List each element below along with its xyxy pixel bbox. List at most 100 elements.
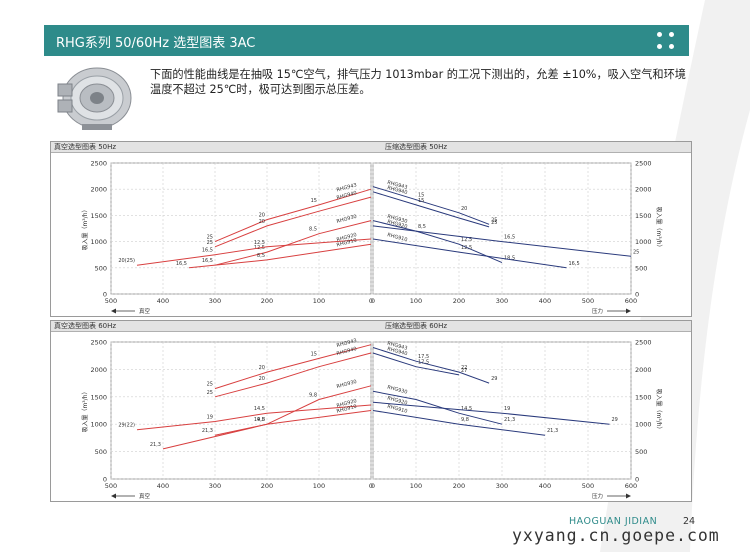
series-line-rhg910 <box>372 238 567 269</box>
data-label: 9,8 <box>461 417 469 423</box>
pressure-50hz-title: 压缩选型图表 50Hz <box>385 143 448 151</box>
series-label: RHG920 <box>386 219 408 230</box>
data-label: 25 <box>207 235 213 241</box>
x-tick-label: 0 <box>371 482 375 490</box>
data-label: 17,5 <box>418 354 429 360</box>
x-tick-label: 400 <box>539 482 551 490</box>
vacuum-50hz-title: 真空选型图表 50Hz <box>54 143 117 151</box>
x-tick-label: 200 <box>261 297 273 305</box>
series-line-rhg920 <box>136 404 372 431</box>
x-tick-label: 300 <box>496 482 508 490</box>
series-line-rhg930 <box>162 385 372 450</box>
series-label: RHG930 <box>336 379 358 390</box>
y-tick-label: 2500 <box>90 339 107 347</box>
y-tick-label: 2000 <box>90 186 107 194</box>
data-label: 27 <box>461 368 467 374</box>
data-label: 20 <box>259 219 265 225</box>
x-tick-label: 100 <box>410 482 422 490</box>
series-line-rhg930 <box>372 390 503 425</box>
x-tick-label: 300 <box>209 482 221 490</box>
x-tick-label: 300 <box>496 297 508 305</box>
data-label: 21,3 <box>202 428 213 434</box>
y-tick-label: 1500 <box>90 393 107 401</box>
series-label: RHG943 <box>386 341 408 352</box>
y-tick-label: 500 <box>635 264 647 272</box>
data-label: 12,5 <box>254 240 265 246</box>
data-label: 25 <box>207 382 213 388</box>
x-tick-label: 400 <box>157 482 169 490</box>
data-label: 12,5 <box>461 237 472 243</box>
series-label: RHG910 <box>336 404 358 415</box>
series-line-rhg920 <box>372 401 610 425</box>
chart-title-bar: 真空选型图表 50Hz 压缩选型图表 50Hz <box>51 142 691 153</box>
series-line-rhg940 <box>214 196 372 248</box>
data-label: 25 <box>491 220 497 226</box>
data-label: 25 <box>207 240 213 246</box>
x-tick-label: 400 <box>539 297 551 305</box>
x-direction-label: 真空 <box>139 307 151 315</box>
vacuum-60hz-title: 真空选型图表 60Hz <box>54 322 117 330</box>
data-label: 20 <box>259 365 265 371</box>
series-line-rhg940 <box>372 352 460 376</box>
data-label: 21,3 <box>547 428 558 434</box>
data-label: 17,5 <box>418 360 429 366</box>
data-label: 14,5 <box>254 417 265 423</box>
data-label: 15 <box>311 198 317 204</box>
data-label: 20(25) <box>118 258 135 264</box>
series-label: RHG910 <box>336 237 358 248</box>
watermark-url: yxyang.cn.goepe.com <box>512 526 720 545</box>
y-tick-label: 1500 <box>635 393 652 401</box>
data-label: 20 <box>461 206 467 212</box>
series-line-rhg943 <box>372 347 490 384</box>
x-tick-label: 500 <box>105 297 117 305</box>
data-label: 8,5 <box>418 224 426 230</box>
data-label: 8,5 <box>257 253 265 259</box>
page-number: 24 <box>683 516 696 527</box>
series-line-rhg943 <box>372 186 490 225</box>
x-tick-label: 200 <box>453 297 465 305</box>
ring-blower-icon <box>57 67 132 130</box>
data-label: 29(22) <box>118 423 135 429</box>
y-tick-label: 2000 <box>635 186 652 194</box>
y-tick-label: 0 <box>635 291 639 299</box>
series-line-rhg930 <box>372 220 503 264</box>
data-label: 15 <box>311 351 317 357</box>
data-label: 16,5 <box>569 261 580 267</box>
data-label: 14,5 <box>254 406 265 412</box>
data-label: 12,5 <box>461 245 472 251</box>
x-tick-label: 200 <box>261 482 273 490</box>
x-direction-arrowhead <box>111 308 116 314</box>
plot-frame <box>110 341 372 480</box>
page-title: RHG系列 50/60Hz 选型图表 3AC <box>56 36 256 51</box>
data-label: 9,8 <box>257 417 265 423</box>
x-tick-label: 0 <box>371 297 375 305</box>
y-tick-label: 0 <box>635 476 639 484</box>
y-tick-label: 1000 <box>90 238 107 246</box>
plot-frame <box>110 162 372 295</box>
y-tick-label: 500 <box>95 448 107 456</box>
x-direction-label: 真空 <box>139 492 151 500</box>
x-tick-label: 500 <box>582 297 594 305</box>
y-axis-label: 吸入量（m³/h） <box>82 206 89 250</box>
series-label: RHG930 <box>386 214 408 225</box>
y-tick-label: 2000 <box>635 366 652 374</box>
data-label: 16,5 <box>202 248 213 254</box>
y-tick-label: 0 <box>103 291 107 299</box>
series-line-rhg943 <box>214 344 372 390</box>
series-label: RHG943 <box>336 182 358 193</box>
series-line-rhg940 <box>372 191 490 228</box>
y-axis-label: 吸入量（m³/h） <box>82 388 89 432</box>
series-line-rhg920 <box>372 225 632 257</box>
series-label: RHG940 <box>386 185 408 196</box>
x-tick-label: 600 <box>625 297 637 305</box>
series-label: RHG940 <box>336 190 358 201</box>
chart-title-bar: 真空选型图表 60Hz 压缩选型图表 60Hz <box>51 321 691 332</box>
data-label: 19 <box>504 406 510 412</box>
x-tick-label: 600 <box>625 482 637 490</box>
x-tick-label: 0 <box>369 297 373 305</box>
x-direction-arrowhead <box>111 493 116 499</box>
data-label: 14,5 <box>461 406 472 412</box>
data-label: 16,5 <box>176 261 187 267</box>
